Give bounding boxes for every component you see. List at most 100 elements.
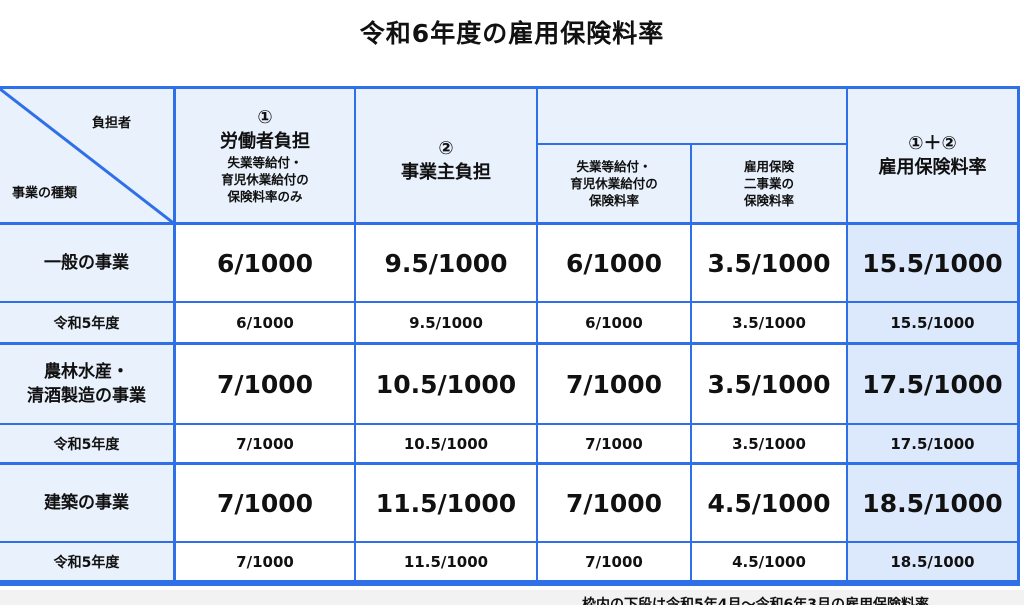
row-name: 一般の事業: [44, 253, 129, 273]
prev-rate: 3.5/1000: [732, 434, 806, 453]
prev-rate-cell: 3.5/1000: [692, 303, 848, 345]
current-rate-cell: 9.5/1000: [356, 225, 538, 303]
prev-rate: 7/1000: [585, 434, 643, 453]
prev-year-label: 令和5年度: [53, 315, 120, 332]
prev-rate-cell: 17.5/1000: [848, 425, 1017, 465]
employer-sub1-line: 育児休業給付の: [570, 176, 658, 191]
total-header-cell: ①＋② 雇用保険料率: [848, 89, 1017, 225]
current-rate-cell: 3.5/1000: [692, 225, 848, 303]
prev-rate-cell: 9.5/1000: [356, 303, 538, 345]
prev-rate: 18.5/1000: [890, 552, 975, 571]
prev-rate: 3.5/1000: [732, 313, 806, 332]
employer-main-cell: ② 事業主負担: [356, 89, 538, 225]
diag-bottom-label: 事業の種類: [12, 186, 78, 201]
prev-rate: 11.5/1000: [403, 552, 489, 571]
footnote: 枠内の下段は令和5年4月～令和6年3月の雇用保険料率: [0, 590, 1024, 605]
prev-rate: 6/1000: [585, 313, 643, 332]
diagonal-header-cell: 負担者事業の種類: [0, 89, 176, 225]
prev-rate: 17.5/1000: [890, 434, 975, 453]
current-rate-cell: 18.5/1000: [848, 465, 1017, 543]
prev-rate-cell: 15.5/1000: [848, 303, 1017, 345]
rate-table: 負担者 事業の種類 ① 労働者負担 失業等給付・ 育児休業給付の 保険料率のみ ② 事業主負担失…: [0, 86, 1020, 586]
current-rate: 15.5/1000: [862, 248, 1003, 278]
employer-num: ②: [438, 137, 454, 159]
prev-rate-cell: 7/1000: [538, 425, 692, 465]
current-rate: 3.5/1000: [707, 248, 831, 278]
current-rate: 17.5/1000: [862, 369, 1003, 399]
prev-rate-cell: 10.5/1000: [356, 425, 538, 465]
prev-rate: 15.5/1000: [890, 313, 975, 332]
current-rate: 6/1000: [565, 248, 663, 278]
total-label: 雇用保険料率: [878, 156, 987, 178]
worker-sub-line: 保険料率のみ: [227, 189, 303, 204]
worker-num: ①: [257, 107, 273, 128]
current-rate-cell: 6/1000: [176, 225, 356, 303]
prev-year-label: 令和5年度: [53, 554, 120, 571]
worker-header-cell: ① 労働者負担失業等給付・ 育児休業給付の 保険料率のみ: [176, 89, 356, 225]
prev-rate-cell: 11.5/1000: [356, 543, 538, 583]
prev-rate: 9.5/1000: [409, 313, 483, 332]
current-rate: 7/1000: [565, 488, 663, 518]
current-rate-cell: 6/1000: [538, 225, 692, 303]
worker-sub-line: 育児休業給付の: [221, 172, 309, 187]
row-name: 農林水産・: [44, 362, 129, 382]
current-rate: 9.5/1000: [384, 248, 508, 278]
current-rate-cell: 17.5/1000: [848, 345, 1017, 425]
current-rate: 11.5/1000: [375, 488, 517, 518]
prev-rate-cell: 6/1000: [176, 303, 356, 345]
worker-sub-line: 失業等給付・: [227, 155, 303, 170]
employer-sub2-line: 雇用保険: [743, 159, 794, 174]
prev-rate: 7/1000: [236, 552, 294, 571]
current-rate-cell: 15.5/1000: [848, 225, 1017, 303]
employer-sub2-line: 二事業の: [743, 176, 794, 191]
prev-rate: 4.5/1000: [732, 552, 806, 571]
current-rate-cell: 4.5/1000: [692, 465, 848, 543]
prev-rate-cell: 4.5/1000: [692, 543, 848, 583]
current-rate-cell: 10.5/1000: [356, 345, 538, 425]
current-rate: 7/1000: [216, 488, 314, 518]
prev-year-label: 令和5年度: [53, 436, 120, 453]
row-name-cell: 農林水産・清酒製造の事業: [0, 345, 176, 425]
prev-label-cell: 令和5年度: [0, 303, 176, 345]
diagonal-line: [0, 89, 176, 225]
prev-rate: 7/1000: [585, 552, 643, 571]
prev-rate-cell: 3.5/1000: [692, 425, 848, 465]
prev-label-cell: 令和5年度: [0, 543, 176, 583]
current-rate-cell: 11.5/1000: [356, 465, 538, 543]
prev-rate-cell: 7/1000: [176, 543, 356, 583]
prev-rate: 10.5/1000: [403, 434, 489, 453]
employer-sub2-cell: 雇用保険二事業の保険料率: [692, 145, 848, 225]
current-rate: 6/1000: [216, 248, 314, 278]
current-rate: 7/1000: [565, 369, 663, 399]
prev-rate-cell: 7/1000: [176, 425, 356, 465]
current-rate: 18.5/1000: [862, 488, 1003, 518]
prev-rate-cell: 6/1000: [538, 303, 692, 345]
employer-sub1-cell: 失業等給付・ 育児休業給付の 保険料率: [538, 145, 692, 225]
row-name-cell: 一般の事業: [0, 225, 176, 303]
prev-rate: 7/1000: [236, 434, 294, 453]
prev-rate-cell: 18.5/1000: [848, 543, 1017, 583]
current-rate-cell: 7/1000: [538, 345, 692, 425]
current-rate: 4.5/1000: [707, 488, 831, 518]
employer-sub1-line: 失業等給付・: [576, 159, 652, 174]
footnote-text: 枠内の下段は令和5年4月～令和6年3月の雇用保険料率: [582, 597, 929, 605]
current-rate-cell: 7/1000: [176, 465, 356, 543]
employer-sub1-line: 保険料率: [588, 193, 639, 208]
current-rate: 7/1000: [216, 369, 314, 399]
current-rate: 3.5/1000: [707, 369, 831, 399]
row-name: 建築の事業: [44, 493, 129, 513]
employer-sub2-line: 保険料率: [743, 193, 794, 208]
employer-top-blank: [538, 89, 848, 145]
current-rate-cell: 3.5/1000: [692, 345, 848, 425]
prev-rate: 6/1000: [236, 313, 294, 332]
current-rate: 10.5/1000: [375, 369, 517, 399]
row-name-cell: 建築の事業: [0, 465, 176, 543]
total-num: ①＋②: [908, 132, 957, 154]
row-name: 清酒製造の事業: [27, 386, 146, 406]
current-rate-cell: 7/1000: [176, 345, 356, 425]
worker-label: 労働者負担: [220, 131, 310, 152]
diag-top-label: 負担者: [92, 116, 132, 131]
prev-label-cell: 令和5年度: [0, 425, 176, 465]
page-title: 令和6年度の雇用保険料率: [359, 19, 665, 48]
current-rate-cell: 7/1000: [538, 465, 692, 543]
